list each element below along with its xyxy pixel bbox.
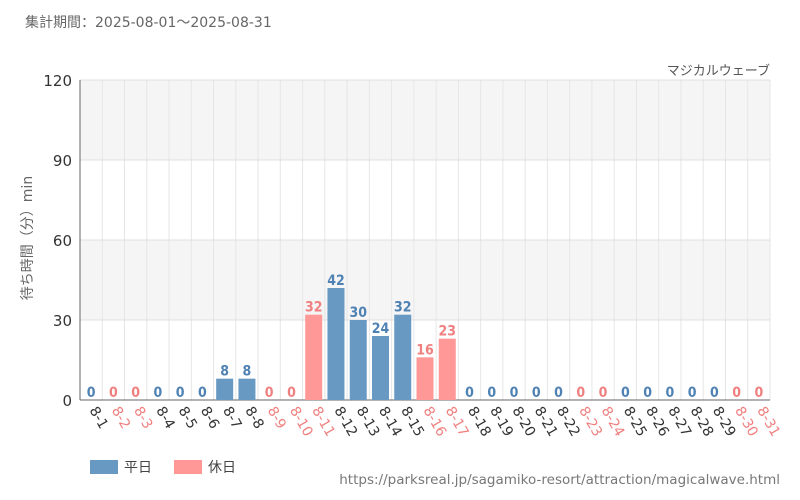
data-label: 0 — [109, 385, 118, 401]
data-label: 16 — [416, 342, 434, 358]
x-tick-label: 8-4 — [152, 404, 177, 432]
data-label: 0 — [554, 385, 563, 401]
chart-series-title: マジカルウェーブ — [666, 64, 770, 79]
x-tick-label: 8-8 — [241, 404, 266, 432]
data-label: 0 — [265, 385, 274, 401]
legend-item-holiday[interactable]: 休日 — [174, 457, 236, 477]
y-tick-label: 60 — [53, 232, 72, 250]
y-tick-label: 90 — [53, 152, 72, 170]
data-label: 0 — [754, 385, 763, 401]
x-tick-label: 8-9 — [264, 404, 289, 432]
x-tick-label: 8-1 — [86, 404, 111, 432]
data-label: 0 — [532, 385, 541, 401]
data-label: 0 — [287, 385, 296, 401]
plot-band — [80, 160, 770, 240]
data-label: 0 — [710, 385, 719, 401]
x-tick-label: 8-2 — [108, 404, 133, 432]
legend: 平日 休日 — [90, 457, 236, 477]
bar-8-16 — [416, 357, 434, 400]
plot-band — [80, 80, 770, 160]
legend-swatch-weekday — [90, 460, 118, 474]
data-label: 0 — [154, 385, 163, 401]
legend-label-holiday: 休日 — [208, 460, 236, 476]
legend-item-weekday[interactable]: 平日 — [90, 457, 152, 477]
bar-8-11 — [305, 314, 323, 400]
period-label: 集計期間：2025-08-01～2025-08-31 — [25, 15, 272, 31]
y-tick-label: 30 — [53, 312, 72, 330]
data-label: 0 — [665, 385, 674, 401]
x-tick-label: 8-3 — [130, 404, 155, 432]
source-url[interactable]: https://parksreal.jp/sagamiko-resort/att… — [339, 472, 780, 488]
data-label: 0 — [599, 385, 608, 401]
data-label: 0 — [510, 385, 519, 401]
data-label: 30 — [349, 305, 367, 321]
bar-8-14 — [371, 336, 389, 400]
y-tick-label: 0 — [62, 392, 72, 410]
data-label: 42 — [327, 273, 345, 289]
data-label: 24 — [372, 321, 390, 337]
y-tick-label: 120 — [43, 72, 72, 90]
data-label: 0 — [576, 385, 585, 401]
bar-8-13 — [349, 320, 367, 400]
bar-8-15 — [394, 314, 412, 400]
data-label: 8 — [243, 364, 252, 380]
data-label: 0 — [131, 385, 140, 401]
x-tick-label: 8-6 — [197, 404, 222, 432]
data-label: 32 — [305, 300, 323, 316]
bar-8-12 — [327, 288, 345, 400]
data-label: 0 — [688, 385, 697, 401]
data-label: 0 — [621, 385, 630, 401]
data-label: 0 — [465, 385, 474, 401]
data-label: 0 — [643, 385, 652, 401]
x-tick-label: 8-5 — [175, 404, 200, 432]
legend-swatch-holiday — [174, 460, 202, 474]
x-tick-label: 8-31 — [753, 404, 783, 440]
data-label: 8 — [220, 364, 229, 380]
data-label: 0 — [732, 385, 741, 401]
legend-label-weekday: 平日 — [124, 460, 152, 476]
data-label: 32 — [394, 300, 412, 316]
data-label: 0 — [176, 385, 185, 401]
data-label: 0 — [87, 385, 96, 401]
plot-band — [80, 240, 770, 320]
data-label: 0 — [198, 385, 207, 401]
bar-8-17 — [438, 338, 456, 400]
data-label: 23 — [438, 324, 456, 340]
x-tick-label: 8-7 — [219, 404, 244, 432]
data-label: 0 — [487, 385, 496, 401]
bar-8-8 — [238, 378, 256, 400]
bar-8-7 — [216, 378, 234, 400]
